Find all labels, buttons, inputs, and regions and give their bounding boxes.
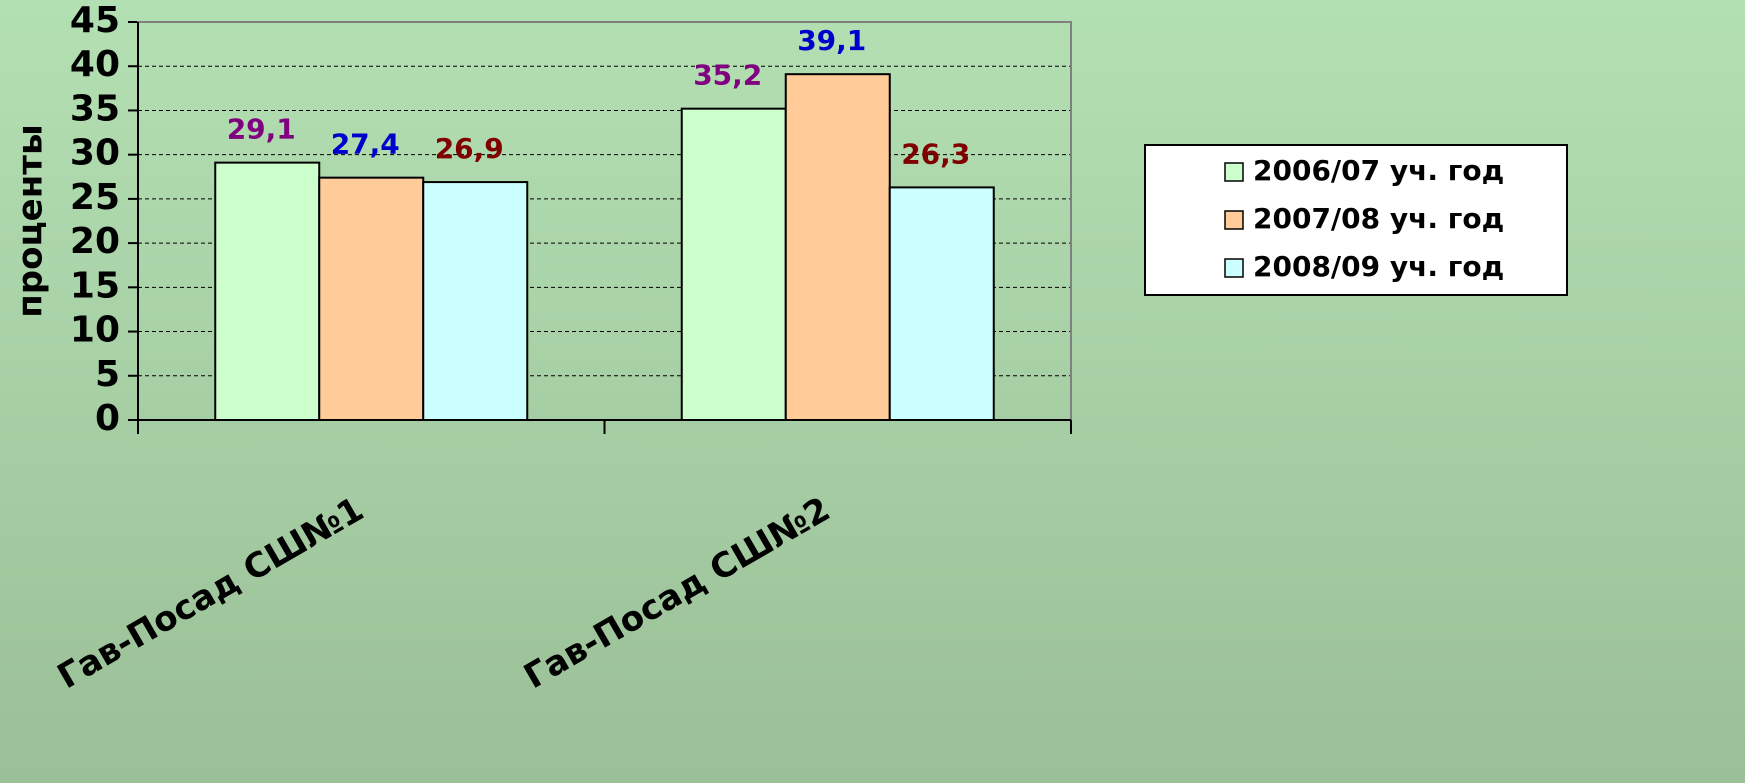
legend-label: 2008/09 уч. год (1253, 250, 1504, 283)
y-tick-label: 40 (70, 44, 120, 85)
value-label: 39,1 (797, 24, 866, 57)
bar (214, 161, 321, 421)
x-tick-label: Гав-Посад СШ№1 (51, 489, 371, 697)
bar (318, 176, 425, 421)
legend-box (1144, 144, 1568, 296)
value-label: 26,9 (435, 132, 504, 165)
y-tick-label: 30 (70, 133, 120, 174)
value-label: 26,3 (901, 137, 970, 170)
y-tick-label: 45 (70, 0, 120, 41)
legend-label: 2006/07 уч. год (1253, 154, 1504, 187)
value-label: 29,1 (227, 113, 296, 146)
y-tick-label: 10 (70, 310, 120, 351)
bar (680, 107, 787, 421)
y-axis-label: проценты (11, 124, 51, 317)
legend-swatch (1224, 162, 1244, 182)
x-tick-label: Гав-Посад СШ№2 (517, 489, 837, 697)
legend-swatch (1224, 210, 1244, 230)
legend-label: 2007/08 уч. год (1253, 202, 1504, 235)
bar (422, 181, 529, 421)
y-tick-label: 35 (70, 88, 120, 129)
y-tick-label: 0 (95, 398, 120, 439)
y-tick-label: 20 (70, 221, 120, 262)
bar (784, 73, 891, 421)
y-tick-label: 15 (70, 265, 120, 306)
y-tick-label: 5 (95, 354, 120, 395)
value-label: 35,2 (693, 59, 762, 92)
legend-swatch (1224, 258, 1244, 278)
bar (888, 186, 995, 421)
value-label: 27,4 (331, 128, 400, 161)
y-tick-label: 25 (70, 177, 120, 218)
